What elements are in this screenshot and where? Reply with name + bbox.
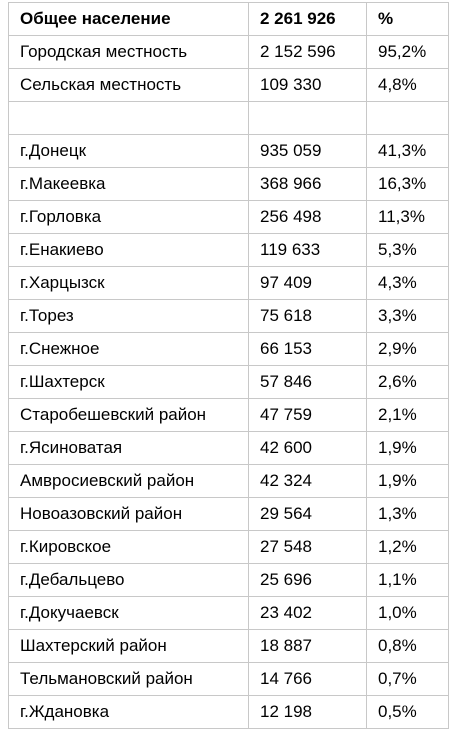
- percent-cell[interactable]: 0,8%: [366, 629, 449, 663]
- label-cell[interactable]: г.Ясиноватая: [8, 431, 249, 465]
- table-row: г.Донецк 935 059 41,3%: [8, 134, 449, 168]
- percent-cell[interactable]: 11,3%: [366, 200, 449, 234]
- table-row: г.Шахтерск 57 846 2,6%: [8, 365, 449, 399]
- value-cell[interactable]: 66 153: [248, 332, 367, 366]
- percent-cell[interactable]: 2,1%: [366, 398, 449, 432]
- table-row: г.Снежное 66 153 2,9%: [8, 332, 449, 366]
- empty-row: [8, 101, 449, 135]
- label-cell[interactable]: г.Харцызск: [8, 266, 249, 300]
- label-cell[interactable]: Шахтерский район: [8, 629, 249, 663]
- header-percent-cell[interactable]: %: [366, 2, 449, 36]
- value-cell[interactable]: 256 498: [248, 200, 367, 234]
- summary-label-cell[interactable]: Городская местность: [8, 35, 249, 69]
- summary-label-cell[interactable]: Сельская местность: [8, 68, 249, 102]
- summary-percent-cell[interactable]: 95,2%: [366, 35, 449, 69]
- label-cell[interactable]: г.Донецк: [8, 134, 249, 168]
- table-row: г.Горловка 256 498 11,3%: [8, 200, 449, 234]
- label-cell[interactable]: г.Снежное: [8, 332, 249, 366]
- percent-cell[interactable]: 1,0%: [366, 596, 449, 630]
- label-cell[interactable]: Старобешевский район: [8, 398, 249, 432]
- label-cell[interactable]: Новоазовский район: [8, 497, 249, 531]
- label-cell[interactable]: Амвросиевский район: [8, 464, 249, 498]
- percent-cell[interactable]: 41,3%: [366, 134, 449, 168]
- value-cell[interactable]: 75 618: [248, 299, 367, 333]
- table-row: г.Кировское 27 548 1,2%: [8, 530, 449, 564]
- value-cell[interactable]: 14 766: [248, 662, 367, 696]
- value-cell[interactable]: 42 600: [248, 431, 367, 465]
- table-body: Общее население 2 261 926 % Городская ме…: [8, 2, 449, 729]
- header-label-cell[interactable]: Общее население: [8, 2, 249, 36]
- summary-value-cell[interactable]: 2 152 596: [248, 35, 367, 69]
- percent-cell[interactable]: 1,2%: [366, 530, 449, 564]
- table-row: г.Докучаевск 23 402 1,0%: [8, 596, 449, 630]
- value-cell[interactable]: 29 564: [248, 497, 367, 531]
- table-row: Новоазовский район 29 564 1,3%: [8, 497, 449, 531]
- percent-cell[interactable]: 2,6%: [366, 365, 449, 399]
- table-row: г.Дебальцево 25 696 1,1%: [8, 563, 449, 597]
- table-row: Амвросиевский район 42 324 1,9%: [8, 464, 449, 498]
- percent-cell[interactable]: 1,9%: [366, 464, 449, 498]
- label-cell[interactable]: г.Дебальцево: [8, 563, 249, 597]
- summary-row-urban: Городская местность 2 152 596 95,2%: [8, 35, 449, 69]
- value-cell[interactable]: 97 409: [248, 266, 367, 300]
- table-row: г.Енакиево 119 633 5,3%: [8, 233, 449, 267]
- table-row: Тельмановский район 14 766 0,7%: [8, 662, 449, 696]
- value-cell[interactable]: 23 402: [248, 596, 367, 630]
- value-cell[interactable]: 27 548: [248, 530, 367, 564]
- label-cell[interactable]: г.Ждановка: [8, 695, 249, 729]
- table-row: г.Торез 75 618 3,3%: [8, 299, 449, 333]
- value-cell[interactable]: 57 846: [248, 365, 367, 399]
- percent-cell[interactable]: 1,1%: [366, 563, 449, 597]
- header-value-cell[interactable]: 2 261 926: [248, 2, 367, 36]
- percent-cell[interactable]: 0,7%: [366, 662, 449, 696]
- empty-cell[interactable]: [248, 101, 367, 135]
- table-row: г.Макеевка 368 966 16,3%: [8, 167, 449, 201]
- label-cell[interactable]: г.Докучаевск: [8, 596, 249, 630]
- label-cell[interactable]: г.Горловка: [8, 200, 249, 234]
- summary-row-rural: Сельская местность 109 330 4,8%: [8, 68, 449, 102]
- percent-cell[interactable]: 1,9%: [366, 431, 449, 465]
- empty-cell[interactable]: [8, 101, 249, 135]
- label-cell[interactable]: г.Шахтерск: [8, 365, 249, 399]
- table-row: Шахтерский район 18 887 0,8%: [8, 629, 449, 663]
- table-row: г.Ждановка 12 198 0,5%: [8, 695, 449, 729]
- label-cell[interactable]: г.Торез: [8, 299, 249, 333]
- population-table: Общее население 2 261 926 % Городская ме…: [8, 2, 449, 729]
- percent-cell[interactable]: 4,3%: [366, 266, 449, 300]
- label-cell[interactable]: г.Макеевка: [8, 167, 249, 201]
- table-row: г.Харцызск 97 409 4,3%: [8, 266, 449, 300]
- label-cell[interactable]: Тельмановский район: [8, 662, 249, 696]
- label-cell[interactable]: г.Енакиево: [8, 233, 249, 267]
- table-row: г.Ясиноватая 42 600 1,9%: [8, 431, 449, 465]
- summary-value-cell[interactable]: 109 330: [248, 68, 367, 102]
- percent-cell[interactable]: 5,3%: [366, 233, 449, 267]
- percent-cell[interactable]: 1,3%: [366, 497, 449, 531]
- value-cell[interactable]: 47 759: [248, 398, 367, 432]
- label-cell[interactable]: г.Кировское: [8, 530, 249, 564]
- percent-cell[interactable]: 2,9%: [366, 332, 449, 366]
- table-row: Старобешевский район 47 759 2,1%: [8, 398, 449, 432]
- value-cell[interactable]: 935 059: [248, 134, 367, 168]
- value-cell[interactable]: 42 324: [248, 464, 367, 498]
- summary-percent-cell[interactable]: 4,8%: [366, 68, 449, 102]
- value-cell[interactable]: 18 887: [248, 629, 367, 663]
- value-cell[interactable]: 119 633: [248, 233, 367, 267]
- percent-cell[interactable]: 16,3%: [366, 167, 449, 201]
- empty-cell[interactable]: [366, 101, 449, 135]
- percent-cell[interactable]: 3,3%: [366, 299, 449, 333]
- percent-cell[interactable]: 0,5%: [366, 695, 449, 729]
- value-cell[interactable]: 25 696: [248, 563, 367, 597]
- table-header-row: Общее население 2 261 926 %: [8, 2, 449, 36]
- value-cell[interactable]: 368 966: [248, 167, 367, 201]
- value-cell[interactable]: 12 198: [248, 695, 367, 729]
